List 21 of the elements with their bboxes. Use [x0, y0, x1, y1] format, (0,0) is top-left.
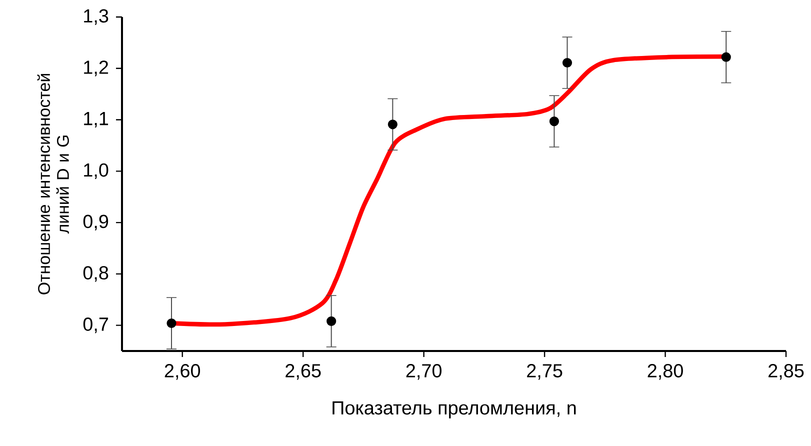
y-tick-label: 1,3	[84, 9, 108, 25]
point	[388, 120, 398, 130]
x-axis-title: Показатель преломления, n	[332, 401, 576, 418]
point	[562, 58, 572, 68]
y-tick-label: 1,1	[84, 112, 108, 128]
x-tick-label: 2,80	[648, 364, 683, 380]
x-tick-label: 2,60	[164, 364, 200, 380]
point	[326, 316, 336, 326]
y-tick-label: 0,8	[83, 266, 108, 282]
y-tick-label: 0,9	[83, 214, 108, 230]
x-tick-label: 2,75	[527, 364, 562, 380]
y-tick-label: 1,0	[84, 163, 108, 179]
y-tick-label: 0,7	[83, 317, 108, 334]
x-tick-label: 2,85	[768, 364, 804, 380]
y-axis-title: Отношение интенсивностей линий D и G	[37, 74, 69, 294]
point	[549, 116, 560, 126]
x-tick-label: 2,70	[406, 364, 442, 380]
point	[721, 52, 731, 62]
point	[166, 318, 176, 328]
x-tick-label: 2,65	[286, 364, 321, 380]
y-tick-label: 1,2	[84, 60, 108, 76]
